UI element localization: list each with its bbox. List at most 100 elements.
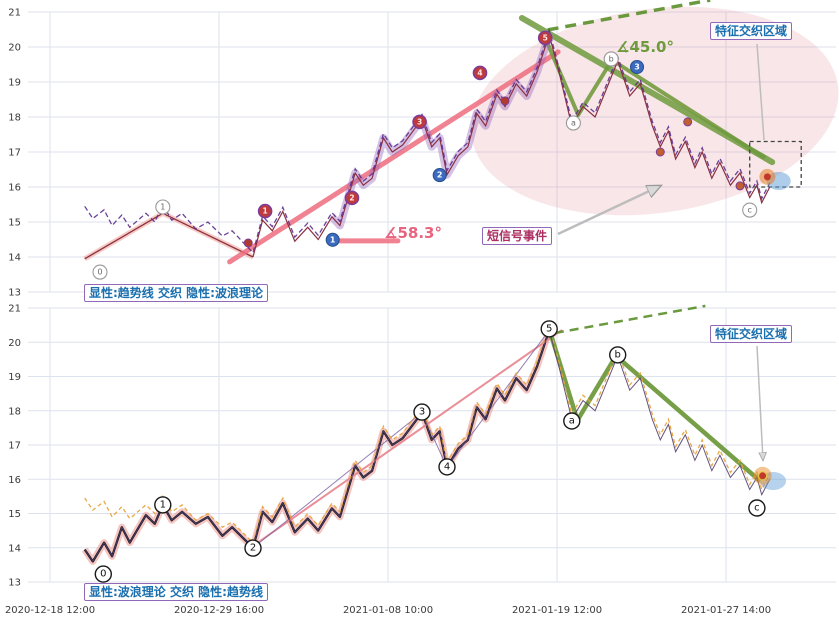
svg-text:15: 15	[8, 218, 21, 229]
svg-text:15: 15	[8, 509, 21, 520]
wave-marker-2: 2	[344, 190, 360, 206]
explicit-down-trendline	[518, 15, 776, 166]
annotation-arrow	[557, 186, 660, 236]
svg-text:5: 5	[546, 323, 552, 334]
projection-dashed	[547, 0, 711, 32]
swing-dot	[683, 117, 693, 127]
svg-text:3: 3	[417, 117, 422, 126]
svg-text:1: 1	[160, 499, 166, 510]
price-line-bottom	[84, 328, 771, 563]
svg-text:1: 1	[262, 207, 267, 216]
svg-text:17: 17	[8, 148, 21, 159]
wave-marker-3: 3	[413, 403, 431, 421]
wave-marker-4: 4	[472, 65, 488, 81]
svg-text:5: 5	[543, 33, 548, 42]
wave-marker-3: 3	[412, 114, 427, 130]
wave-glow-band	[81, 329, 553, 565]
svg-text:17: 17	[8, 441, 21, 452]
wave-marker-c: c	[748, 499, 766, 517]
svg-text:1: 1	[330, 235, 336, 244]
wave-marker-4: 4	[438, 458, 456, 476]
focus-red-dot	[759, 472, 767, 480]
implied-wave-dashed	[84, 28, 771, 255]
svg-text:13: 13	[8, 578, 21, 589]
svg-text:3: 3	[419, 407, 425, 418]
svg-text:c: c	[754, 503, 760, 514]
wave-marker-c: c	[742, 202, 758, 218]
signal-region-ellipse	[470, 6, 839, 216]
svg-text:2021-01-19 12:00: 2021-01-19 12:00	[512, 605, 602, 616]
svg-text:3: 3	[634, 63, 640, 72]
swing-dot	[500, 96, 510, 106]
svg-text:2020-12-29 16:00: 2020-12-29 16:00	[174, 605, 264, 616]
bottom-panel: 0 1 2 3 4 5 a b c	[81, 304, 786, 583]
focus-red-dot	[763, 173, 771, 181]
svg-text:b: b	[615, 349, 621, 360]
svg-text:14: 14	[8, 253, 21, 264]
swing-dot	[655, 147, 665, 157]
axis-tick-labels: 1313141415151616171718181919202021212020…	[5, 8, 771, 617]
svg-text:2021-01-27 14:00: 2021-01-27 14:00	[681, 605, 771, 616]
svg-text:2021-01-08 10:00: 2021-01-08 10:00	[343, 605, 433, 616]
svg-text:a: a	[571, 119, 576, 128]
wave-marker-1: 1	[325, 232, 340, 247]
wave-marker-b: b	[603, 51, 619, 67]
short-signal-event-label: 短信号事件	[482, 227, 553, 245]
wave-marker-2: 2	[432, 168, 447, 183]
svg-text:4: 4	[477, 68, 482, 77]
svg-text:4: 4	[444, 461, 450, 472]
wave-marker-5: 5	[540, 320, 558, 338]
wave-marker-a: a	[565, 115, 581, 131]
top-chart-legend: 显性:趋势线 交织 隐性:波浪理论	[84, 284, 268, 302]
svg-text:2: 2	[250, 543, 256, 554]
svg-text:21: 21	[8, 8, 21, 19]
down-trend-angle-label: ∡45.0°	[616, 38, 674, 56]
svg-text:18: 18	[8, 406, 21, 417]
svg-text:0: 0	[100, 569, 106, 580]
svg-text:14: 14	[8, 543, 21, 554]
annotation-arrow	[756, 345, 763, 460]
wave-marker-1: 1	[257, 203, 273, 219]
svg-text:16: 16	[8, 475, 21, 486]
wave-marker-a: a	[563, 412, 581, 430]
down-wave-line	[547, 328, 762, 483]
svg-text:20: 20	[8, 43, 21, 54]
wave-marker-3: 3	[629, 59, 645, 75]
top-region-label: 特征交织区域	[710, 22, 793, 40]
svg-text:2: 2	[437, 171, 443, 180]
wave-marker-0: 0	[94, 565, 113, 583]
annotation-arrow	[756, 43, 765, 141]
wave-marker-1: 1	[155, 199, 171, 215]
bottom-region-label: 特征交织区域	[710, 325, 793, 343]
wave-marker-1: 1	[154, 496, 172, 514]
svg-text:2: 2	[349, 193, 354, 202]
wave-straight-segments	[252, 330, 550, 549]
svg-text:b: b	[609, 54, 614, 63]
top-panel: 0 1 a b c 1 2 3 1 2 3 4 5	[83, 0, 839, 280]
swing-dot	[243, 238, 253, 248]
svg-text:1: 1	[160, 203, 165, 212]
svg-text:c: c	[747, 206, 751, 215]
svg-text:20: 20	[8, 338, 21, 349]
wave-marker-2: 2	[244, 539, 262, 557]
up-trend-angle-label: ∡58.3°	[384, 224, 442, 242]
price-line-top	[252, 32, 771, 258]
svg-text:13: 13	[8, 288, 21, 299]
svg-text:2020-12-18 12:00: 2020-12-18 12:00	[5, 605, 95, 616]
svg-text:16: 16	[8, 183, 21, 194]
explicit-up-trendline	[227, 49, 561, 265]
svg-text:19: 19	[8, 372, 21, 383]
wave-marker-b: b	[609, 346, 627, 364]
swing-dot	[735, 181, 745, 191]
wave-marker-5: 5	[537, 30, 553, 46]
svg-text:a: a	[569, 416, 575, 427]
svg-text:18: 18	[8, 113, 21, 124]
bottom-chart-legend: 显性:波浪理论 交织 隐性:趋势线	[84, 583, 268, 601]
svg-text:21: 21	[8, 304, 21, 315]
svg-text:19: 19	[8, 78, 21, 89]
projection-dashed	[554, 304, 706, 335]
wave-marker-0: 0	[92, 264, 108, 280]
implied-up-trendline	[252, 329, 563, 547]
